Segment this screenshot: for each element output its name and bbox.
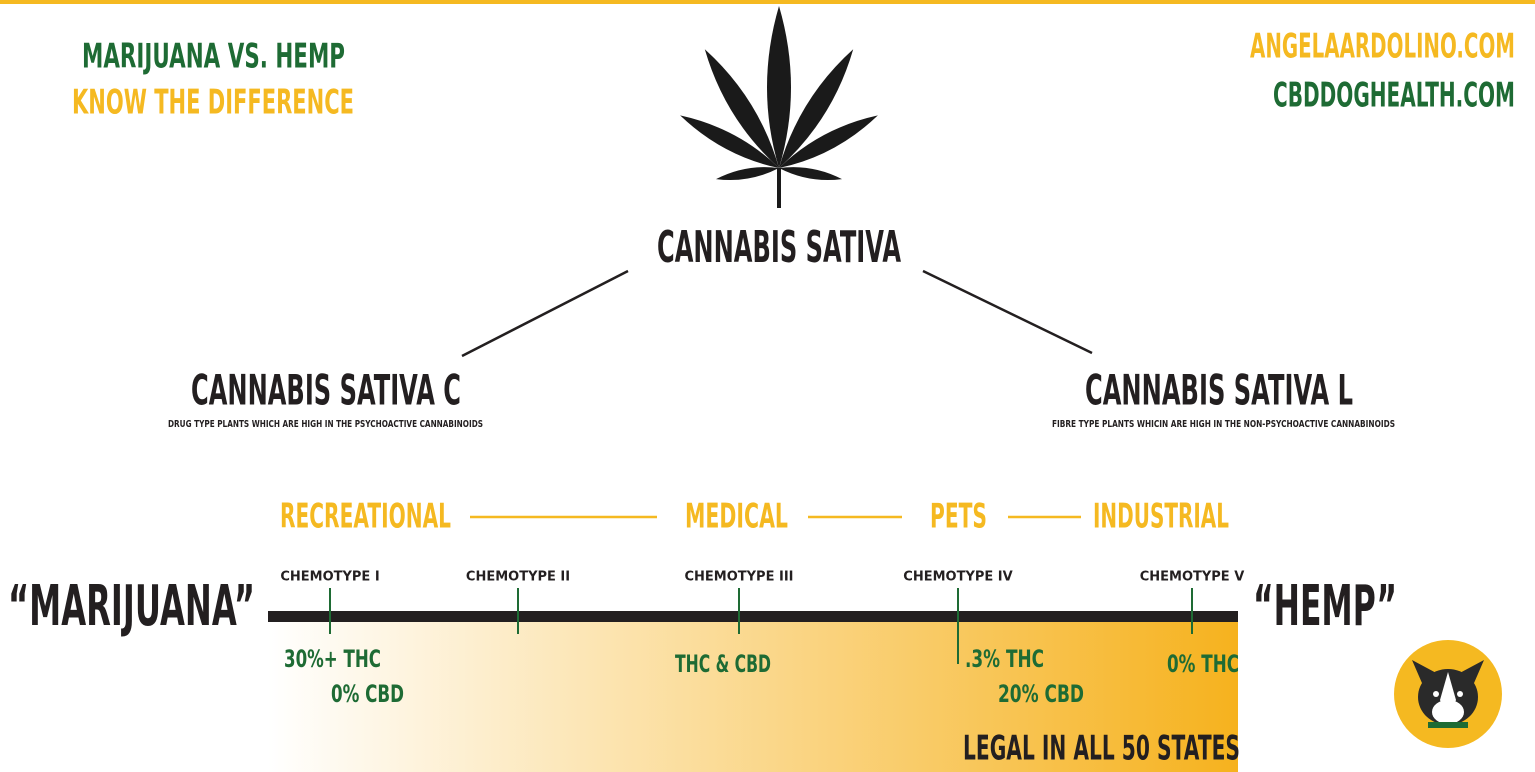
infographic: MARIJUANA VS. HEMP KNOW THE DIFFERENCE A… (0, 0, 1535, 772)
spectrum-end: “MARIJUANA” (8, 574, 255, 639)
site: CBDDOGHEALTH.COM (1273, 76, 1515, 116)
site: ANGELAARDOLINO.COM (1250, 27, 1515, 67)
use-label: RECREATIONAL (280, 497, 451, 537)
chemotype-amount: 0% CBD (331, 680, 404, 708)
branch-name: CANNABIS SATIVA L (1085, 366, 1353, 415)
chemotype-label: CHEMOTYPE V (1140, 570, 1245, 585)
subtitle: KNOW THE DIFFERENCE (72, 83, 354, 123)
branch-name: CANNABIS SATIVA C (191, 366, 461, 415)
legal-note: LEGAL IN ALL 50 STATES (963, 729, 1240, 769)
cannabis-leaf (676, 6, 881, 208)
root-label: CANNABIS SATIVA (657, 222, 901, 273)
branch-description: FIBRE TYPE PLANTS WHICIN ARE HIGH IN THE… (1052, 419, 1395, 430)
chemotype-amount: THC & CBD (675, 650, 771, 678)
branch-description: DRUG TYPE PLANTS WHICH ARE HIGH IN THE P… (168, 419, 483, 430)
branch-line (462, 271, 628, 356)
branch-line (923, 271, 1092, 353)
chemotype-label: CHEMOTYPE II (466, 570, 570, 585)
spectrum-bar (268, 611, 1238, 622)
dog-icon (1394, 640, 1502, 748)
top-border (0, 0, 1535, 4)
use-label: MEDICAL (685, 497, 788, 537)
chemotype-amount: 0% THC (1167, 650, 1239, 678)
chemotype-amount: .3% THC (965, 645, 1044, 673)
chemotype-amount: 20% CBD (998, 680, 1084, 708)
chemotype-amount: 30%+ THC (284, 645, 381, 673)
chemotype-label: CHEMOTYPE IV (903, 570, 1012, 585)
chemotype-label: CHEMOTYPE I (280, 570, 379, 585)
spectrum-end: “HEMP” (1253, 574, 1397, 639)
use-label: INDUSTRIAL (1093, 497, 1229, 537)
use-label: PETS (930, 497, 987, 537)
title: MARIJUANA VS. HEMP (82, 37, 345, 77)
chemotype-label: CHEMOTYPE III (684, 570, 793, 585)
